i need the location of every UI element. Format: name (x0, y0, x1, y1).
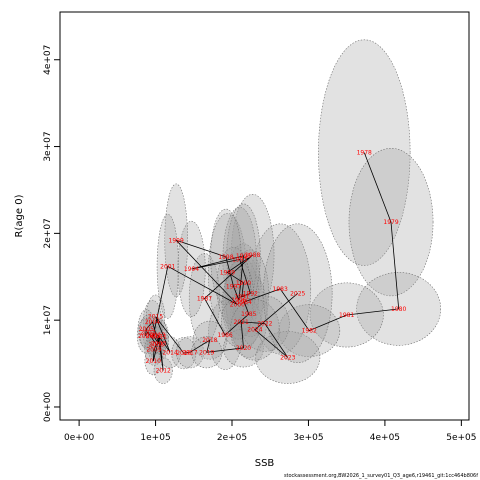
footer-source-text: stockassessment.org,BW2026_1_survey01_Q3… (283, 473, 478, 479)
trajectory-line-group (145, 152, 400, 371)
year-label-1979: 1979 (383, 219, 398, 226)
year-label-2002: 2002 (146, 333, 161, 340)
x-tick-label: 1e+05 (140, 433, 170, 443)
year-label-2021: 2021 (234, 319, 249, 326)
x-tick-label: 5e+05 (446, 433, 476, 443)
year-label-2000: 2000 (230, 302, 245, 309)
y-tick-label: 2e+07 (43, 218, 53, 248)
year-label-1997: 1997 (226, 283, 241, 290)
year-label-2012: 2012 (156, 368, 171, 375)
year-label-2025: 2025 (290, 290, 305, 297)
x-axis-title: SSB (255, 458, 275, 469)
year-label-2003: 2003 (151, 341, 166, 348)
year-label-2023: 2023 (280, 354, 295, 361)
year-label-2017: 2017 (182, 349, 197, 356)
year-label-2022: 2022 (257, 321, 272, 328)
year-label-1994: 1994 (184, 266, 199, 273)
year-label-2020: 2020 (236, 345, 251, 352)
year-label-2010: 2010 (146, 358, 161, 365)
year-label-1998: 1998 (218, 254, 233, 261)
year-label-1985: 1985 (241, 311, 256, 318)
year-label-1996: 1996 (231, 297, 246, 304)
year-label-2009: 2009 (146, 347, 161, 354)
y-tick-label: 0e+00 (43, 392, 53, 423)
year-label-1989: 1989 (220, 269, 235, 276)
year-label-1988: 1988 (245, 252, 260, 259)
year-label-1983: 1983 (273, 286, 288, 293)
year-label-2018: 2018 (202, 337, 217, 344)
year-label-2004: 2004 (145, 319, 160, 326)
ellipse-2012 (153, 357, 173, 384)
year-label-2013: 2013 (150, 332, 165, 339)
year-label-2019: 2019 (199, 349, 214, 356)
year-label-1982: 1982 (302, 328, 317, 335)
year-label-2011: 2011 (152, 334, 167, 341)
year-label-1986: 1986 (217, 332, 232, 339)
year-label-2001: 2001 (160, 263, 175, 270)
year-label-1995: 1995 (236, 253, 251, 260)
year-label-1984: 1984 (237, 299, 252, 306)
axes: 0e+00 1e+05 2e+05 3e+05 4e+05 5e+05 0e+00 1e+07… (43, 45, 476, 443)
y-tick-label: 3e+07 (43, 131, 53, 161)
year-label-1990: 1990 (236, 280, 251, 287)
year-label-2014: 2014 (162, 349, 177, 356)
year-label-2024: 2024 (247, 327, 262, 334)
year-label-1987: 1987 (197, 295, 212, 302)
y-tick-label: 1e+07 (43, 305, 53, 335)
year-label-2016: 2016 (176, 350, 191, 357)
x-tick-label: 3e+05 (293, 433, 323, 443)
year-label-1993: 1993 (232, 256, 247, 263)
year-label-2007: 2007 (140, 329, 155, 336)
year-label-1978: 1978 (357, 150, 372, 157)
year-label-2008: 2008 (149, 341, 164, 348)
year-labels: 1978 1979 1980 1981 1982 1983 1984 1985 1986 1987… (138, 150, 406, 375)
x-tick-label: 4e+05 (370, 433, 400, 443)
x-tick-label: 2e+05 (217, 433, 247, 443)
year-label-2015: 2015 (148, 314, 163, 321)
trajectory-line (145, 152, 400, 371)
year-label-1991: 1991 (234, 294, 249, 301)
y-axis-title: R(age 0) (14, 194, 25, 237)
year-label-1992: 1992 (243, 290, 258, 297)
uncertainty-ellipses (136, 39, 442, 384)
year-label-1999: 1999 (169, 237, 184, 244)
x-tick-label: 0e+00 (64, 433, 95, 443)
year-label-2005: 2005 (139, 326, 154, 333)
year-label-1981: 1981 (339, 312, 354, 319)
year-label-2006: 2006 (138, 333, 153, 340)
year-label-1980: 1980 (391, 306, 406, 313)
y-tick-label: 4e+07 (43, 45, 53, 75)
